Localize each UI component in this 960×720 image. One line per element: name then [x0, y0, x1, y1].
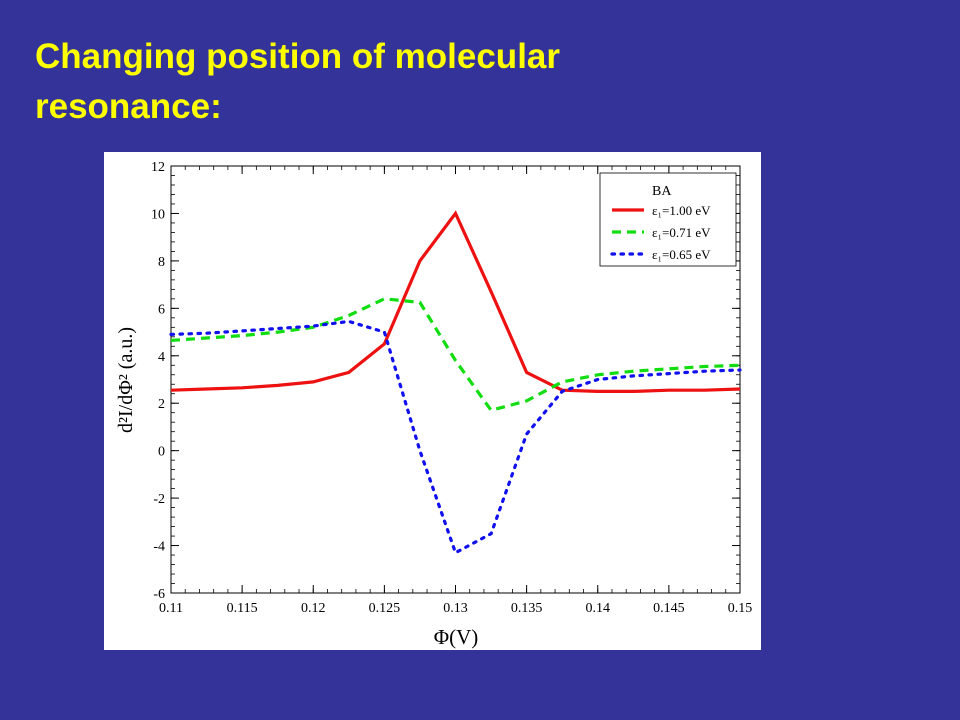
x-tick-label: 0.15 — [728, 601, 753, 616]
slide-title: Changing position of molecular resonance… — [35, 37, 560, 126]
x-axis-label: Φ(V) — [434, 625, 479, 649]
legend-items: ε₁=1.00 eV ε₁=0.71 eV ε₁=0.65 eV — [610, 203, 711, 262]
legend-label-1: ε₁=1.00 eV — [652, 203, 711, 218]
x-tick-label: 0.145 — [653, 601, 685, 616]
x-tick-label: 0.14 — [586, 601, 611, 616]
y-tick-label: 2 — [158, 397, 165, 412]
y-tick-label: 12 — [151, 160, 165, 175]
y-tick-label: 8 — [158, 255, 165, 270]
y-tick-label: 6 — [158, 302, 165, 317]
series-line-1 — [170, 210, 741, 393]
axis-ticks — [170, 165, 741, 594]
chart-svg: 0.11 0.115 0.12 0.125 0.13 0.135 0.14 0.145 0.15… — [115, 160, 752, 649]
y-tick-label: 4 — [158, 350, 165, 365]
y-tick-label: -2 — [153, 492, 165, 507]
y-axis-label: d²I/dΦ² (a.u.) — [115, 327, 137, 433]
legend-label-3: ε₁=0.65 eV — [652, 247, 711, 262]
axis-tick-labels: 0.11 0.115 0.12 0.125 0.13 0.135 0.14 0.145 0.15… — [151, 160, 752, 616]
x-tick-label: 0.135 — [511, 601, 543, 616]
y-tick-label: 10 — [151, 207, 165, 222]
series-line-2 — [170, 297, 741, 413]
legend: BA ε₁=1.00 eV ε₁=0.71 eV ε₁=0.65 eV — [599, 172, 737, 267]
x-tick-label: 0.13 — [443, 601, 468, 616]
x-tick-label: 0.115 — [227, 601, 258, 616]
legend-label-2: ε₁=0.71 eV — [652, 225, 711, 240]
x-tick-label: 0.12 — [301, 601, 326, 616]
legend-title: BA — [652, 184, 672, 199]
y-tick-label: -4 — [153, 540, 165, 555]
x-tick-label: 0.125 — [369, 601, 401, 616]
series-line-3 — [169, 319, 742, 555]
chart-panel: 0.11 0.115 0.12 0.125 0.13 0.135 0.14 0.145 0.15… — [104, 152, 761, 650]
y-tick-label: 0 — [158, 445, 165, 460]
x-tick-label: 0.11 — [159, 601, 183, 616]
series-lines — [169, 210, 742, 555]
legend-box — [599, 172, 737, 267]
y-tick-label: -6 — [153, 587, 165, 602]
